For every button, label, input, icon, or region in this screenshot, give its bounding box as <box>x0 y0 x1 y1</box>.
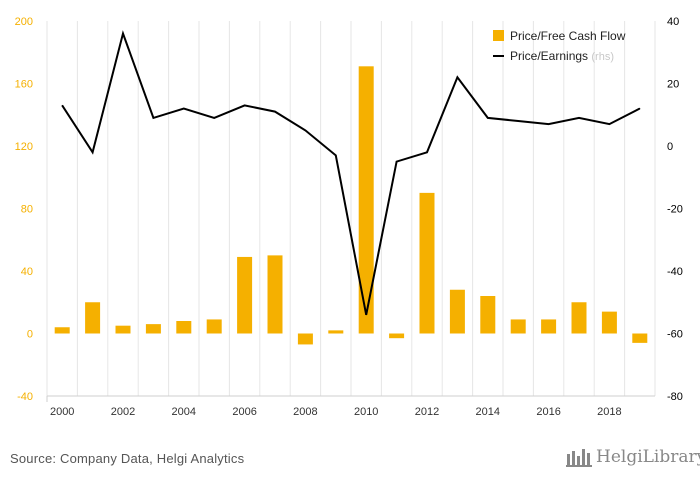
bar <box>145 324 161 334</box>
legend-swatch-bar <box>493 30 504 41</box>
y-left-tick-label: 120 <box>15 141 33 153</box>
bar <box>449 289 465 334</box>
bar <box>358 66 374 334</box>
bar <box>510 319 526 334</box>
bar <box>480 296 496 334</box>
bar-series <box>54 33 648 345</box>
bar <box>419 192 435 334</box>
x-tick-label: 2000 <box>50 406 74 418</box>
y-left-tick-label: -40 <box>17 391 33 403</box>
bar <box>267 255 283 334</box>
y-right-tick-label: 0 <box>667 141 673 153</box>
y-right-tick-label: 40 <box>667 16 679 28</box>
y-left-tick-label: 80 <box>21 204 33 216</box>
bar <box>541 319 557 334</box>
y-right-tick-label: -60 <box>667 329 683 341</box>
y-left-tick-label: 160 <box>15 79 33 91</box>
x-tick-label: 2010 <box>354 406 378 418</box>
legend: Price/Free Cash Flow Price/Earnings (rhs) <box>493 29 626 63</box>
line-series <box>61 30 641 315</box>
x-tick-label: 2016 <box>536 406 560 418</box>
bar <box>601 311 617 334</box>
bar <box>389 333 405 339</box>
x-tick-label: 2014 <box>476 406 500 418</box>
bar <box>571 302 587 334</box>
bar <box>176 321 192 334</box>
x-tick-label: 2006 <box>232 406 256 418</box>
legend-label: Price/Free Cash Flow <box>510 29 626 43</box>
brand-logo: HelgiLibrary <box>566 447 700 467</box>
x-tick-label: 2012 <box>415 406 439 418</box>
legend-label-suffix: (rhs) <box>591 51 614 63</box>
legend-label: Price/Earnings (rhs) <box>510 49 614 63</box>
source-note: Source: Company Data, Helgi Analytics <box>10 451 245 466</box>
bar <box>632 333 648 343</box>
library-icon <box>566 449 592 467</box>
x-tick-label: 2002 <box>111 406 135 418</box>
y-right-tick-label: -40 <box>667 266 683 278</box>
bar <box>206 319 222 334</box>
y-right-tick-label: -80 <box>667 391 683 403</box>
bar <box>297 333 313 345</box>
y-right-tick-label: 20 <box>667 79 679 91</box>
x-tick-label: 2008 <box>293 406 317 418</box>
x-tick-label: 2004 <box>172 406 196 418</box>
bar <box>237 256 253 334</box>
bar <box>85 302 101 334</box>
y-left-tick-label: 40 <box>21 266 33 278</box>
y-right-tick-label: -20 <box>667 204 683 216</box>
bar <box>54 327 70 334</box>
brand-name: HelgiLibrary <box>596 447 700 467</box>
y-left-tick-label: 0 <box>27 329 33 341</box>
bar <box>115 325 131 334</box>
x-tick-label: 2018 <box>597 406 621 418</box>
y-left-tick-label: 200 <box>15 16 33 28</box>
chart-grid <box>46 21 656 396</box>
bar <box>328 330 344 334</box>
